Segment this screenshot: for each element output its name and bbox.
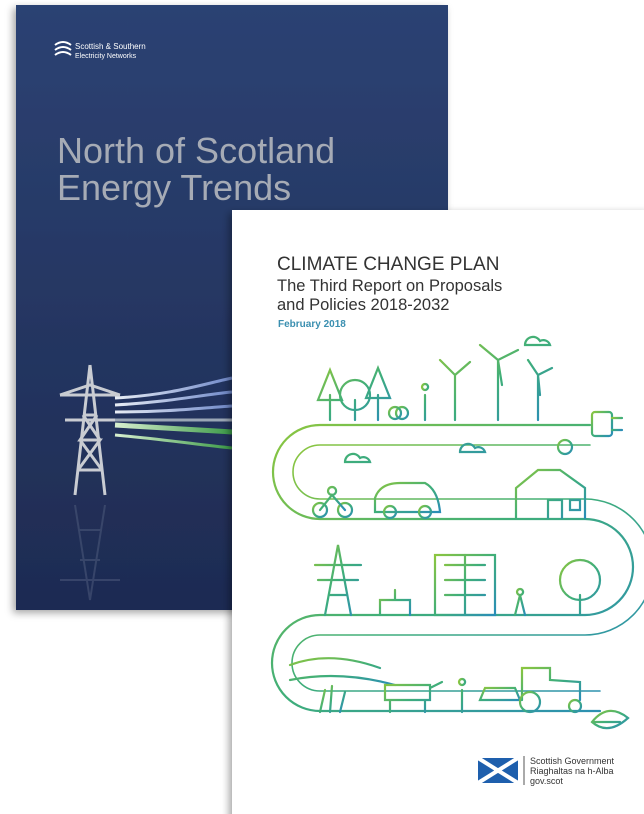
logo-text: gov.scot [530, 776, 563, 786]
publisher-text: Scottish & Southern [75, 42, 146, 51]
page: Scottish & Southern Electricity Networks… [0, 0, 644, 814]
climate-cover: CLIMATE CHANGE PLAN The Third Report on … [232, 210, 644, 814]
cover-title: Energy Trends [57, 167, 291, 208]
cover-title: North of Scotland [57, 130, 335, 171]
logo-text: Riaghaltas na h-Alba [530, 766, 614, 776]
covers: Scottish & Southern Electricity Networks… [0, 0, 644, 814]
logo-text: Scottish Government [530, 756, 615, 766]
cover-title: CLIMATE CHANGE PLAN [277, 254, 499, 275]
cover-subtitle: The Third Report on Proposals [277, 277, 502, 295]
publisher-text: Electricity Networks [75, 53, 137, 60]
cover-subtitle: and Policies 2018-2032 [277, 296, 449, 314]
cover-date: February 2018 [278, 319, 346, 330]
